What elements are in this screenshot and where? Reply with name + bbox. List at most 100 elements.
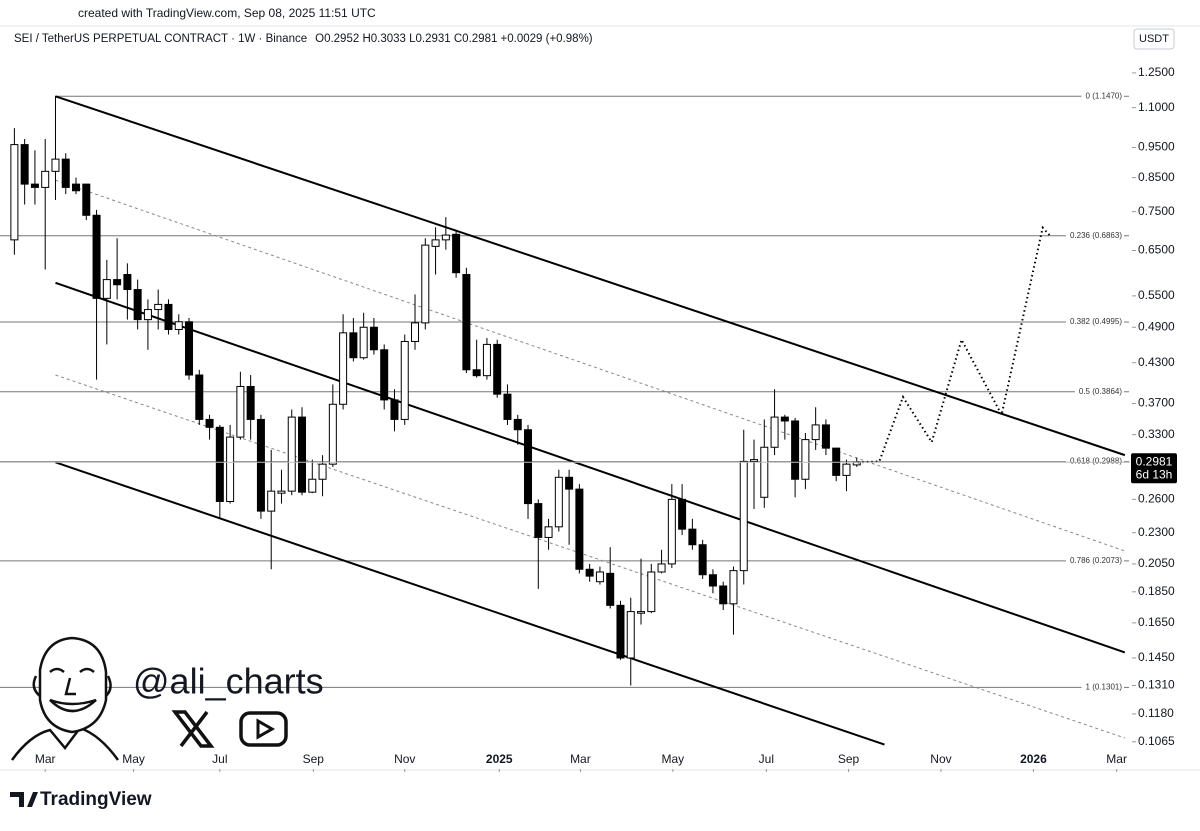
- avatar-smile: [49, 698, 97, 713]
- candle-body: [369, 326, 378, 351]
- x-icon[interactable]: [171, 710, 215, 748]
- candle-body: [51, 158, 60, 172]
- candle-body: [739, 460, 748, 572]
- youtube-play: [256, 718, 276, 740]
- candle-body: [400, 340, 409, 420]
- candle-body: [359, 326, 368, 359]
- y-tick-label: 0.7500: [1138, 204, 1175, 218]
- candle-body: [226, 436, 235, 502]
- currency-box[interactable]: [1133, 28, 1175, 50]
- symbol-title: SEI / TetherUS PERPETUAL CONTRACT · 1W ·…: [14, 33, 307, 45]
- candle-body: [503, 393, 512, 420]
- y-tick-label: 0.1450: [1138, 650, 1175, 664]
- candle-body: [113, 279, 122, 286]
- fib-label: 0.382 (0.4995): [1070, 317, 1122, 326]
- fib-label: 0.236 (0.6863): [1070, 231, 1122, 240]
- x-tick-label: Mar: [570, 752, 591, 766]
- avatar-body: [10, 726, 120, 761]
- candle-body: [133, 289, 142, 321]
- candle-body: [308, 478, 317, 493]
- candle-body: [143, 309, 152, 321]
- candle-body: [102, 279, 111, 299]
- x-tick-label: Mar: [1106, 752, 1127, 766]
- x-tick-label: Jul: [759, 752, 774, 766]
- y-tick-label: 0.3300: [1138, 427, 1175, 441]
- candle-body: [719, 585, 728, 605]
- fib-label: 0.5 (0.3864): [1079, 387, 1122, 396]
- candle-body: [750, 459, 759, 462]
- y-tick-label: 0.1650: [1138, 615, 1175, 629]
- candle-body: [554, 476, 563, 528]
- avatar-eyes: [49, 667, 95, 673]
- candle-body: [606, 572, 615, 606]
- candle-body: [565, 476, 574, 490]
- candle-body: [524, 429, 533, 505]
- candle-body: [729, 570, 738, 605]
- candle-body: [544, 526, 553, 538]
- y-tick-label: 0.2300: [1138, 525, 1175, 539]
- candle-body: [431, 239, 440, 247]
- author-handle: @ali_charts: [133, 661, 324, 702]
- y-tick-label: 1.2500: [1138, 65, 1175, 79]
- fib-label: 0.786 (0.2073): [1070, 556, 1122, 565]
- y-tick-label: 0.1180: [1138, 706, 1174, 720]
- header-note: created with TradingView.com, Sep 08, 20…: [78, 6, 376, 20]
- trendline: [55, 461, 885, 746]
- candle-body: [256, 418, 265, 512]
- y-tick-label: 0.9500: [1138, 140, 1175, 154]
- candle-body: [236, 385, 245, 438]
- y-tick-label: 0.1065: [1138, 734, 1175, 748]
- tv-logo: [10, 792, 38, 807]
- candle-body: [616, 604, 625, 659]
- y-tick-label: 0.4300: [1138, 355, 1175, 369]
- y-tick-label: 0.2050: [1138, 556, 1175, 570]
- x-tick-label: May: [662, 752, 685, 766]
- candle-body: [626, 611, 635, 659]
- fib-label: 1 (0.1301): [1086, 683, 1123, 692]
- countdown: 6d 13h: [1136, 467, 1173, 481]
- candle-body: [185, 321, 194, 376]
- candle-body: [678, 498, 687, 530]
- candle-body: [421, 244, 430, 324]
- candle-body: [205, 418, 214, 428]
- candle-body: [277, 490, 286, 494]
- candle-body: [575, 488, 584, 570]
- x-tick-label: Sep: [838, 752, 860, 766]
- y-tick-label: 1.1000: [1138, 100, 1175, 114]
- candle-body: [801, 439, 810, 480]
- avatar-ears: [32, 675, 112, 697]
- candle-body: [534, 503, 543, 538]
- candle-body: [513, 418, 522, 431]
- candle-body: [595, 571, 604, 583]
- candle-body: [298, 416, 307, 493]
- candle-body: [20, 144, 29, 185]
- currency[interactable]: USDT: [1139, 33, 1169, 45]
- y-tick-label: 0.8500: [1138, 170, 1175, 184]
- candle-body: [174, 321, 183, 330]
- candle-body: [637, 611, 646, 614]
- youtube-icon[interactable]: [239, 711, 288, 747]
- y-tick-label: 0.4900: [1138, 319, 1175, 333]
- candle-body: [61, 158, 70, 188]
- y-tick-label: 0.3700: [1138, 396, 1175, 410]
- avatar-nose: [64, 677, 76, 696]
- candle-body: [123, 274, 132, 291]
- candle-body: [770, 416, 779, 448]
- candle-body: [482, 343, 491, 377]
- candle-body: [339, 332, 348, 405]
- candle-body: [215, 426, 224, 502]
- candle-body: [667, 498, 676, 565]
- candle-body: [811, 424, 820, 441]
- fib-label: 0.618 (0.2988): [1070, 457, 1122, 466]
- candle-body: [164, 303, 173, 330]
- candle-body: [708, 574, 717, 587]
- candle-body: [72, 183, 81, 192]
- trendline: [55, 374, 1126, 739]
- x-tick-label: 2025: [486, 752, 513, 766]
- candle-body: [452, 233, 461, 274]
- candle-body: [657, 563, 666, 573]
- x-tick-label: 2026: [1020, 752, 1047, 766]
- ohlc-values: O0.2952 H0.3033 L0.2931 C0.2981 +0.0029 …: [315, 33, 593, 45]
- candle-body: [318, 463, 327, 480]
